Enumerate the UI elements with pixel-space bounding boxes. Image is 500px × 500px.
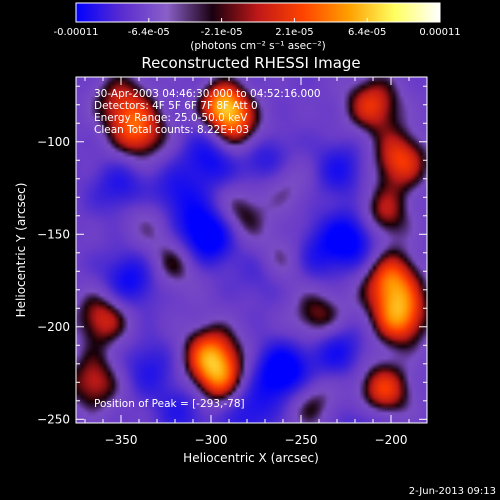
- y-tick-label: −250: [37, 412, 70, 426]
- y-axis-label: Heliocentric Y (arcsec): [14, 183, 28, 318]
- y-tick-label: −200: [37, 320, 70, 334]
- x-axis-label: Heliocentric X (arcsec): [183, 451, 319, 465]
- x-tick-label: −200: [375, 433, 408, 447]
- annotation-line: Detectors: 4F 5F 6F 7F 8F Att 0: [94, 100, 258, 112]
- x-tick-label: −250: [285, 433, 318, 447]
- heatmap-image: [76, 77, 427, 423]
- annotation-line: 30-Apr-2003 04:46:30.000 to 04:52:16.000: [94, 88, 321, 100]
- colorbar: [75, 2, 441, 23]
- colorbar-tick-label: 2.1e-05: [275, 27, 313, 38]
- annotation-block: 30-Apr-2003 04:46:30.000 to 04:52:16.000…: [94, 88, 321, 136]
- colorbar-tick-label: 0.00011: [419, 27, 460, 38]
- y-tick-label: −150: [37, 227, 70, 241]
- x-tick-label: −300: [195, 433, 228, 447]
- x-tick-label: −350: [105, 433, 138, 447]
- peak-position-label: Position of Peak = [-293,-78]: [94, 398, 245, 410]
- x-axis: −350 −300 −250 −200: [84, 77, 428, 447]
- y-axis: −100 −150 −200 −250: [37, 85, 427, 426]
- colorbar-unit-label: (photons cm⁻² s⁻¹ asec⁻²): [190, 40, 325, 52]
- heatmap-area: [76, 77, 427, 423]
- annotation-line: Clean Total counts: 8.22E+03: [94, 124, 249, 136]
- chart-title: Reconstructed RHESSI Image: [141, 54, 360, 72]
- colorbar-tick-label: -2.1e-05: [201, 27, 243, 38]
- colorbar-tick-label: -6.4e-05: [128, 27, 170, 38]
- footer-timestamp: 2-Jun-2013 09:13: [409, 486, 496, 497]
- colorbar-ticks: -0.00011 -6.4e-05 -2.1e-05 2.1e-05 6.4e-05 0.…: [54, 18, 461, 38]
- colorbar-tick-label: 6.4e-05: [348, 27, 386, 38]
- plot-frame: [75, 76, 428, 424]
- colorbar-tick-label: -0.00011: [54, 27, 99, 38]
- annotation-line: Energy Range: 25.0-50.0 keV: [94, 112, 248, 124]
- y-tick-label: −100: [37, 135, 70, 149]
